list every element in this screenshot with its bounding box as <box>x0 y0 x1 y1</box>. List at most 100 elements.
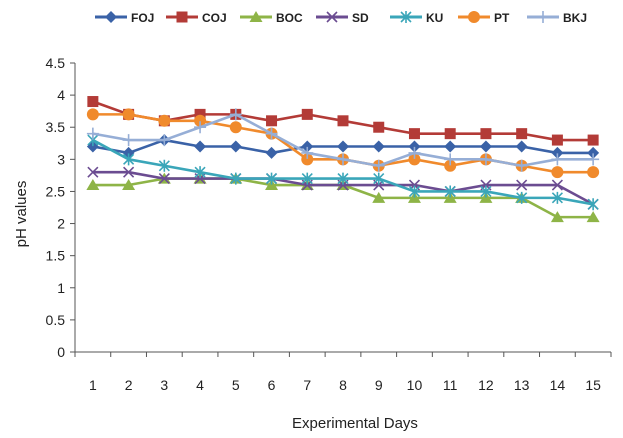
data-point <box>229 140 242 153</box>
data-point <box>301 108 313 120</box>
series-bkj <box>86 108 600 172</box>
legend-item-coj: COJ <box>166 11 227 25</box>
legend-marker <box>537 11 549 23</box>
data-point <box>586 211 600 223</box>
data-point <box>551 146 564 159</box>
y-tick-label: 3.5 <box>46 119 66 135</box>
data-point <box>86 179 100 191</box>
data-point <box>551 179 563 191</box>
legend-label: BKJ <box>563 11 587 25</box>
data-point <box>122 108 135 121</box>
data-point <box>158 114 171 127</box>
x-tick-label: 3 <box>160 377 168 393</box>
legend-item-pt: PT <box>458 11 510 25</box>
data-point <box>408 146 421 159</box>
legend-item-boc: BOC <box>240 11 303 25</box>
plot-area <box>86 96 600 223</box>
y-tick-label: 2 <box>57 216 65 232</box>
x-tick-label: 7 <box>303 377 311 393</box>
x-tick-label: 4 <box>196 377 204 393</box>
x-tick-label: 1 <box>89 377 97 393</box>
data-point <box>194 166 206 179</box>
data-point <box>587 146 600 159</box>
legend-item-sd: SD <box>316 11 369 25</box>
data-point <box>408 153 421 166</box>
data-point <box>301 146 314 159</box>
data-point <box>515 159 528 172</box>
x-tick-label: 2 <box>125 377 133 393</box>
data-point <box>194 114 207 127</box>
data-point <box>479 140 492 153</box>
legend: FOJ COJ BOC SD KU PT BKJ <box>95 11 587 25</box>
data-point <box>479 153 492 166</box>
data-point <box>86 108 99 121</box>
data-point <box>230 172 242 185</box>
data-point <box>265 146 278 159</box>
x-tick-label: 9 <box>375 377 383 393</box>
data-point <box>444 185 456 198</box>
x-tick-label: 14 <box>550 377 566 393</box>
data-point <box>372 191 386 203</box>
data-point <box>551 166 564 179</box>
data-point <box>587 198 599 211</box>
data-point <box>87 96 99 108</box>
data-point <box>587 166 600 179</box>
data-point <box>373 172 385 185</box>
series-ku <box>87 134 599 211</box>
x-axis-title: Experimental Days <box>292 415 418 432</box>
legend-marker <box>176 11 188 23</box>
data-point <box>515 140 528 153</box>
y-tick-label: 0 <box>57 344 65 360</box>
legend-label: SD <box>352 11 369 25</box>
legend-marker <box>468 11 480 23</box>
data-point <box>551 134 563 146</box>
y-tick-label: 4 <box>57 87 65 103</box>
data-point <box>265 127 278 140</box>
data-point <box>301 172 313 185</box>
data-point <box>516 179 528 191</box>
y-tick-label: 3 <box>57 151 65 167</box>
data-point <box>194 140 207 153</box>
legend-item-ku: KU <box>390 11 443 25</box>
legend-label: PT <box>494 11 510 25</box>
data-point <box>337 172 349 185</box>
data-point <box>444 128 456 140</box>
data-point <box>516 128 528 140</box>
data-point <box>516 191 528 204</box>
x-tick-label: 5 <box>232 377 240 393</box>
data-point <box>87 166 99 178</box>
data-point <box>408 128 420 140</box>
x-tick-label: 11 <box>443 377 458 393</box>
y-tick-label: 1.5 <box>46 248 66 264</box>
data-point <box>337 153 349 166</box>
legend-label: BOC <box>276 11 303 25</box>
data-point <box>373 121 385 133</box>
data-point <box>551 153 564 166</box>
data-point <box>122 179 136 191</box>
legend-marker <box>105 11 117 23</box>
data-point <box>123 166 135 178</box>
data-point <box>158 173 170 185</box>
data-point <box>123 153 135 166</box>
data-point <box>480 128 492 140</box>
data-point <box>408 140 421 153</box>
data-point <box>266 115 278 127</box>
data-point <box>194 108 206 120</box>
axes: 00.511.522.533.544.51 2 3 4 5 6 7 8 9 10 11 12 13 14 1… <box>46 55 612 393</box>
data-point <box>372 140 385 153</box>
x-tick-label: 6 <box>268 377 276 393</box>
y-axis-title: pH values <box>13 181 30 248</box>
x-tick-label: 13 <box>514 377 530 393</box>
data-point <box>444 153 457 166</box>
data-point <box>122 134 135 147</box>
legend-label: COJ <box>202 11 227 25</box>
y-tick-label: 0.5 <box>46 312 66 328</box>
legend-item-foj: FOJ <box>95 11 154 25</box>
data-point <box>551 191 563 204</box>
y-tick-label: 1 <box>57 280 65 296</box>
legend-label: KU <box>426 11 443 25</box>
data-point <box>194 121 207 134</box>
data-point <box>550 211 564 223</box>
